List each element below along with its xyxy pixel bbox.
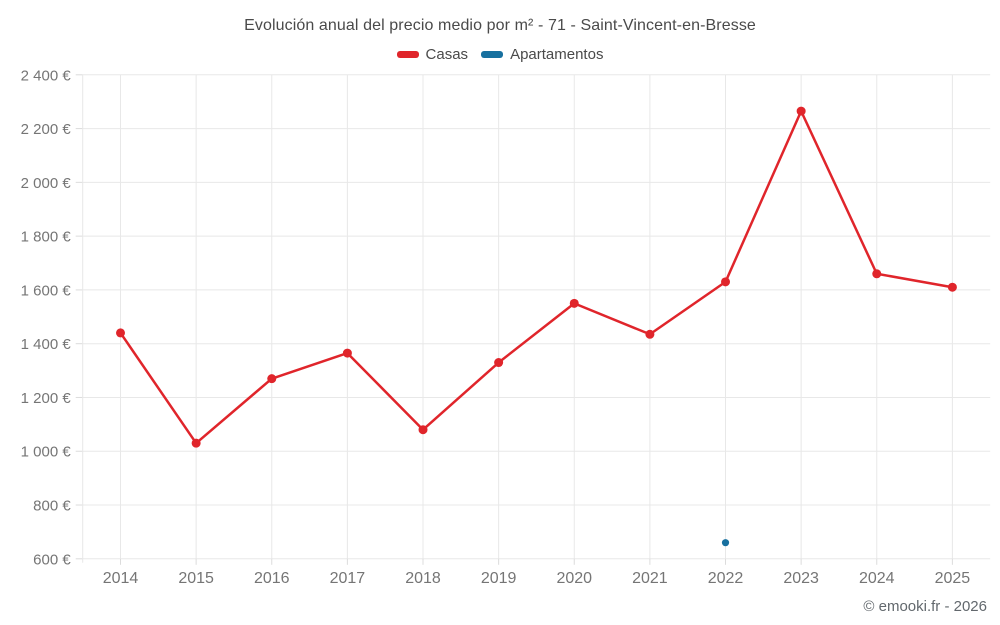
x-axis-label: 2023 [783,570,819,587]
y-axis-label: 1 800 € [21,229,72,246]
legend-swatch-icon [481,51,504,58]
data-point-casas-2022[interactable] [721,277,731,287]
series-apartamentos [721,539,730,547]
data-point-casas-2020[interactable] [569,298,579,308]
data-point-casas-2016[interactable] [267,374,277,384]
y-axis-label: 1 200 € [21,390,72,407]
data-point-casas-2024[interactable] [872,269,882,279]
x-axis-label: 2018 [405,570,441,587]
legend-item-apartamentos[interactable]: Apartamentos [481,46,603,63]
y-axis-label: 1 000 € [21,444,72,461]
y-axis-label: 2 400 € [21,67,72,84]
x-axis-label: 2022 [708,570,744,587]
y-axis-label: 600 € [33,551,71,568]
x-axis-label: 2014 [103,570,139,587]
x-axis-label: 2025 [935,570,971,587]
y-axis-label: 1 400 € [21,336,72,353]
legend-item-casas[interactable]: Casas [396,46,469,63]
data-point-casas-2015[interactable] [191,438,201,448]
watermark-credit: © emooki.fr - 2026 [863,598,987,615]
legend-label: Apartamentos [510,46,604,63]
legend-swatch-icon [396,51,419,58]
chart-title: Evolución anual del precio medio por m² … [244,17,756,34]
chart-legend: Casas Apartamentos [0,46,1000,63]
x-axis-label: 2017 [330,570,366,587]
data-point-casas-2023[interactable] [796,106,806,116]
x-axis-label: 2020 [556,570,592,587]
y-axis-label: 1 600 € [21,282,72,299]
series-line-casas [119,109,954,445]
x-axis-label: 2021 [632,570,668,587]
y-axis-label: 800 € [33,498,71,515]
data-point-casas-2017[interactable] [342,348,352,358]
y-axis-label: 2 000 € [21,175,72,192]
data-point-casas-2021[interactable] [645,329,655,339]
data-point-casas-2014[interactable] [116,328,126,338]
x-axis-label: 2024 [859,570,895,587]
data-point-casas-2025[interactable] [947,282,957,292]
data-point-casas-2019[interactable] [494,358,504,368]
x-axis-label: 2016 [254,570,290,587]
legend-label: Casas [425,46,469,63]
series-casas [116,106,957,448]
gridlines: 600 € 800 € 1 000 € 1 200 € 1 400 € 1 600 € 1 … [21,67,991,587]
data-point-casas-2018[interactable] [418,425,428,435]
x-axis-label: 2015 [178,570,214,587]
y-axis-label: 2 200 € [21,121,72,138]
x-axis-label: 2019 [481,570,517,587]
data-point-apartamentos-2022[interactable] [721,539,730,547]
